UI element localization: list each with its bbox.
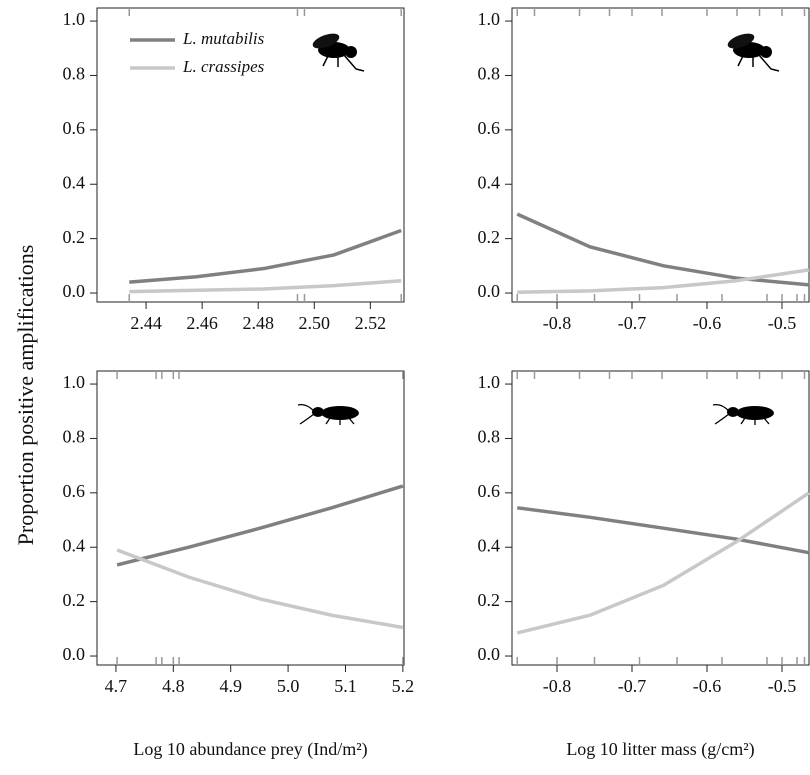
x-tick-label: 2.48 bbox=[242, 313, 274, 333]
series-line bbox=[129, 279, 402, 294]
x-tick-label: -0.8 bbox=[543, 676, 572, 696]
x-tick-label: 4.8 bbox=[162, 676, 185, 696]
y-tick-label: 0.8 bbox=[478, 427, 501, 447]
x-tick-label: 2.44 bbox=[130, 313, 162, 333]
legend-label: L. crassipes bbox=[182, 57, 265, 76]
beetle-legs bbox=[740, 417, 770, 425]
x-tick-label: -0.6 bbox=[693, 676, 722, 696]
y-tick-label: 0.6 bbox=[63, 481, 86, 501]
x-tick-label: 4.9 bbox=[219, 676, 242, 696]
x-axis-label: Log 10 litter mass (g/cm²) bbox=[566, 739, 754, 760]
y-tick-label: 0.6 bbox=[63, 118, 86, 138]
beetle-antenna bbox=[712, 403, 730, 425]
series-line bbox=[517, 268, 810, 294]
beetle-body bbox=[736, 406, 774, 420]
beetle-head bbox=[727, 407, 739, 417]
x-tick-label: 5.2 bbox=[392, 676, 415, 696]
x-tick-label: -0.7 bbox=[618, 313, 647, 333]
fly-wing bbox=[727, 33, 755, 49]
x-tick-label: 2.52 bbox=[355, 313, 387, 333]
organism-icon bbox=[297, 403, 359, 425]
fly-legs bbox=[322, 54, 365, 72]
y-tick-label: 0.2 bbox=[63, 590, 86, 610]
x-tick-label: -0.5 bbox=[768, 313, 797, 333]
y-tick-label: 0.6 bbox=[478, 118, 501, 138]
legend-label: L. mutabilis bbox=[182, 29, 265, 48]
y-tick-label: 0.8 bbox=[63, 427, 86, 447]
y-tick-label: 0.8 bbox=[478, 64, 501, 84]
fly-legs bbox=[737, 54, 780, 72]
series-line bbox=[517, 506, 810, 555]
beetle-antenna bbox=[297, 403, 315, 425]
y-tick-label: 0.0 bbox=[63, 644, 86, 664]
series-line bbox=[129, 228, 402, 284]
x-tick-label: 2.46 bbox=[186, 313, 218, 333]
fly-head bbox=[760, 46, 772, 58]
x-tick-label: -0.6 bbox=[693, 313, 722, 333]
x-tick-label: -0.5 bbox=[768, 676, 797, 696]
plot-frame bbox=[96, 7, 405, 303]
series-line bbox=[116, 548, 404, 630]
y-tick-label: 0.4 bbox=[63, 535, 86, 555]
y-axis-label: Proportion positive amplifications bbox=[13, 245, 38, 546]
y-tick-label: 1.0 bbox=[478, 9, 501, 29]
y-tick-label: 0.4 bbox=[63, 172, 86, 192]
x-tick-label: 5.0 bbox=[277, 676, 300, 696]
series-line bbox=[516, 491, 810, 635]
plot-frame bbox=[511, 7, 810, 303]
plot-frame bbox=[511, 370, 810, 666]
beetle-body bbox=[321, 406, 359, 420]
y-tick-label: 1.0 bbox=[63, 372, 86, 392]
y-tick-label: 0.4 bbox=[478, 172, 501, 192]
plot-frame bbox=[96, 370, 405, 666]
y-tick-label: 0.0 bbox=[63, 281, 86, 301]
y-tick-label: 0.2 bbox=[478, 590, 501, 610]
y-tick-label: 0.2 bbox=[478, 227, 501, 247]
x-tick-label: -0.8 bbox=[543, 313, 572, 333]
fly-head bbox=[345, 46, 357, 58]
y-tick-label: 0.4 bbox=[478, 535, 501, 555]
beetle-legs bbox=[325, 417, 355, 425]
x-tick-label: 5.1 bbox=[334, 676, 357, 696]
beetle-head bbox=[312, 407, 324, 417]
y-tick-label: 0.6 bbox=[478, 481, 501, 501]
y-tick-label: 0.8 bbox=[63, 64, 86, 84]
y-tick-label: 0.0 bbox=[478, 644, 501, 664]
fly-wing bbox=[312, 33, 340, 49]
y-tick-label: 0.0 bbox=[478, 281, 501, 301]
organism-icon bbox=[312, 33, 365, 72]
x-tick-label: 2.50 bbox=[299, 313, 331, 333]
y-tick-label: 1.0 bbox=[63, 9, 86, 29]
x-tick-label: 4.7 bbox=[105, 676, 128, 696]
series-line bbox=[516, 212, 810, 287]
x-tick-label: -0.7 bbox=[618, 676, 647, 696]
organism-icon bbox=[712, 403, 774, 425]
y-tick-label: 1.0 bbox=[478, 372, 501, 392]
y-tick-label: 0.2 bbox=[63, 227, 86, 247]
x-axis-label: Log 10 abundance prey (Ind/m²) bbox=[133, 739, 367, 760]
series-line bbox=[116, 484, 404, 567]
organism-icon bbox=[727, 33, 780, 72]
